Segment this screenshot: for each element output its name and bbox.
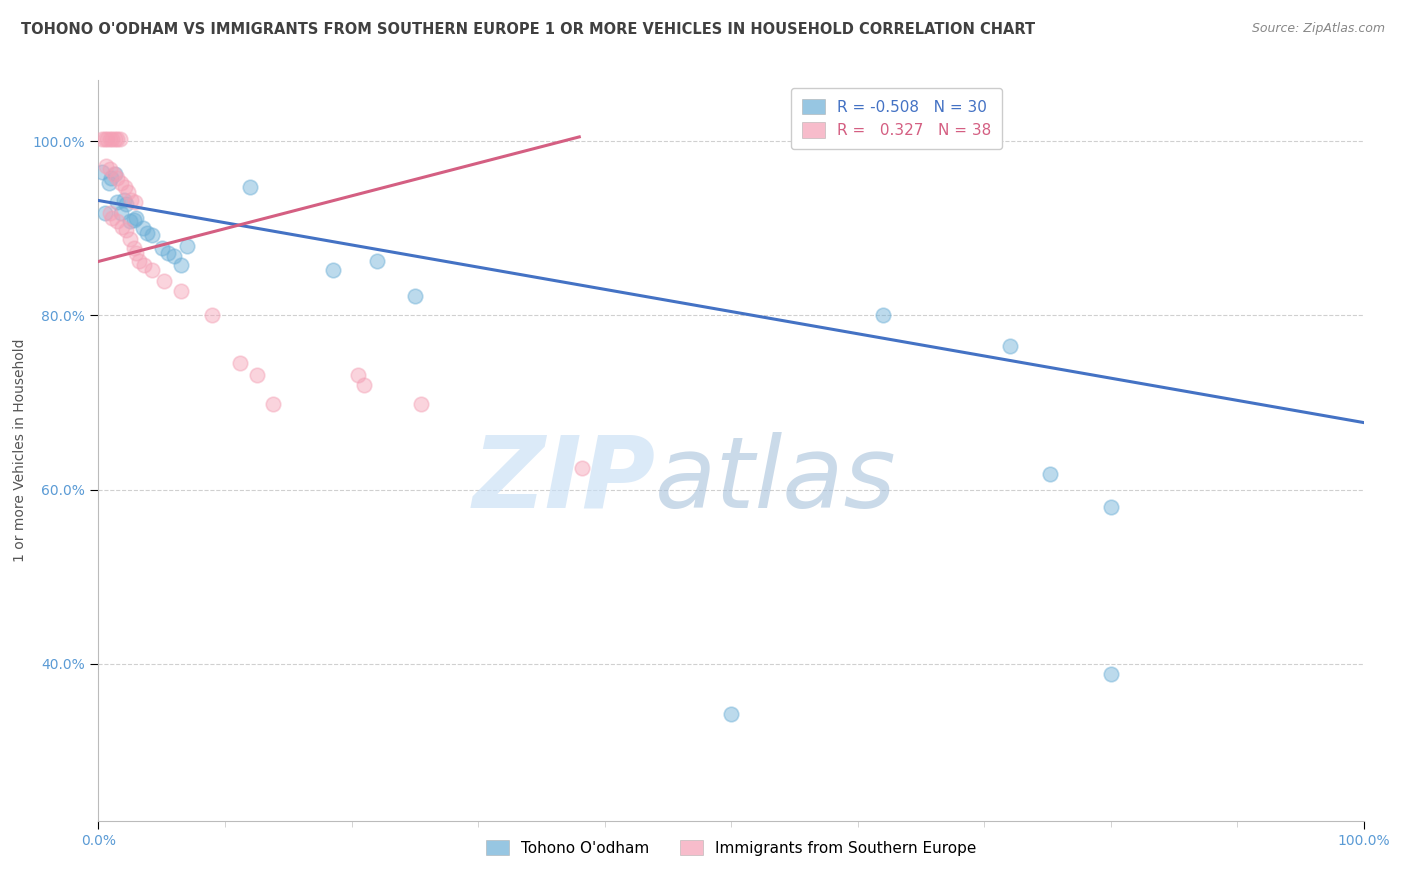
Point [117,185,139,199]
Point [411,397,433,411]
Legend: Tohono O'odham, Immigrants from Southern Europe: Tohono O'odham, Immigrants from Southern… [477,830,986,865]
Point [100,170,122,185]
Point [1099,500,1122,514]
Point [124,195,146,210]
Point [125,245,148,260]
Text: ZIP: ZIP [472,432,655,529]
Point [157,245,180,260]
Point [163,249,186,263]
Point [104,167,127,181]
Text: TOHONO O'ODHAM VS IMMIGRANTS FROM SOUTHERN EUROPE 1 OR MORE VEHICLES IN HOUSEHOL: TOHONO O'ODHAM VS IMMIGRANTS FROM SOUTHE… [21,22,1035,37]
Point [107,195,129,210]
Point [872,309,894,323]
Point [101,211,124,225]
Point [98,131,121,145]
Point [125,211,148,225]
Point [120,232,141,246]
Point [353,378,375,392]
Point [110,205,132,219]
Text: atlas: atlas [655,432,897,529]
Point [571,461,593,475]
Point [998,339,1021,353]
Point [141,263,163,277]
Point [91,165,114,179]
Point [153,274,176,288]
Point [112,194,135,208]
Point [120,214,141,228]
Point [103,167,125,181]
Point [246,368,269,382]
Point [111,219,134,234]
Point [132,221,155,235]
Point [120,194,142,208]
Point [1039,467,1062,481]
Point [107,131,129,145]
Point [135,226,157,240]
Y-axis label: 1 or more Vehicles in Household: 1 or more Vehicles in Household [13,339,27,562]
Point [366,254,388,268]
Point [169,258,191,272]
Point [176,239,198,253]
Point [93,205,117,219]
Point [404,289,426,303]
Point [93,131,117,145]
Point [239,179,262,194]
Point [720,707,742,722]
Point [1099,667,1122,681]
Point [115,197,138,211]
Point [169,284,191,298]
Point [108,131,131,145]
Point [321,263,344,277]
Point [141,228,163,243]
Point [97,176,120,190]
Point [104,131,127,145]
Text: Source: ZipAtlas.com: Source: ZipAtlas.com [1251,22,1385,36]
Point [262,397,284,411]
Point [122,212,145,227]
Point [201,309,224,323]
Point [98,162,121,177]
Point [115,223,138,237]
Point [128,254,150,268]
Point [107,214,129,228]
Point [96,131,118,145]
Point [107,170,129,185]
Point [229,356,252,370]
Point [150,240,173,254]
Point [346,368,368,382]
Point [110,176,132,190]
Point [114,179,136,194]
Point [94,159,117,173]
Point [132,258,155,272]
Point [98,205,121,219]
Point [101,131,124,145]
Point [122,240,145,254]
Point [91,131,114,145]
